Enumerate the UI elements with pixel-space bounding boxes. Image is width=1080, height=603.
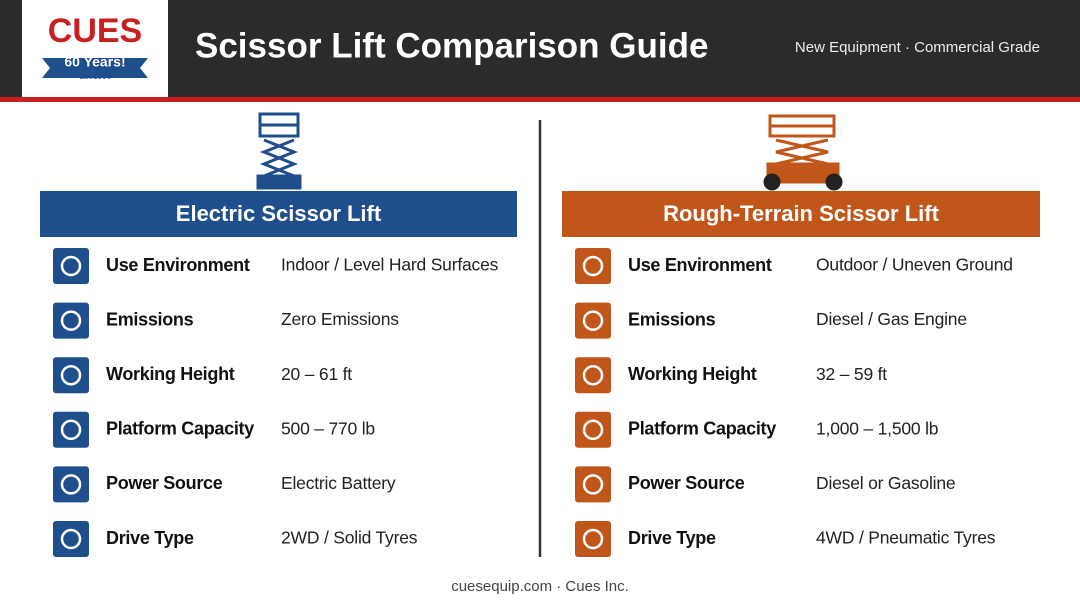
row-label: Drive Type	[628, 528, 716, 548]
row-value: Indoor / Level Hard Surfaces	[281, 255, 499, 275]
footer: cuesequip.com · Cues Inc.	[451, 578, 629, 595]
page-title: Scissor Lift Comparison Guide	[195, 26, 708, 65]
row-value: Diesel or Gasoline	[816, 473, 955, 493]
tagline: New Equipment · Commercial Grade	[795, 39, 1040, 56]
row-icon-glyph	[582, 364, 604, 386]
row-label: Emissions	[628, 309, 716, 329]
row-icon	[53, 466, 89, 503]
row-icon	[575, 248, 611, 284]
row-icon-glyph	[60, 255, 82, 277]
electric-lift-illustration	[256, 112, 302, 190]
row-icon	[53, 248, 89, 284]
column-header-bar	[40, 191, 517, 237]
row-value: Diesel / Gas Engine	[816, 309, 967, 329]
row-label: Use Environment	[628, 255, 772, 275]
rough-terrain-lift-illustration	[763, 114, 843, 191]
row-value: Zero Emissions	[281, 309, 399, 329]
row-label: Working Height	[106, 364, 235, 384]
row-icon	[575, 521, 611, 557]
row-icon-glyph	[60, 474, 82, 495]
row-label: Working Height	[628, 364, 757, 384]
row-value: Electric Battery	[281, 473, 396, 493]
column-title: Rough-Terrain Scissor Lift	[663, 201, 940, 226]
row-icon	[53, 302, 89, 339]
row-value: 500 – 770 lb	[281, 418, 375, 438]
column-title: Electric Scissor Lift	[176, 201, 382, 226]
logo-box	[22, 0, 168, 97]
row-value: 4WD / Pneumatic Tyres	[816, 528, 996, 548]
row-value: 2WD / Solid Tyres	[281, 528, 418, 548]
row-icon	[53, 411, 89, 448]
row-label: Platform Capacity	[628, 419, 776, 439]
row-icon	[53, 357, 89, 394]
row-icon-glyph	[582, 255, 604, 277]
row-icon	[575, 411, 611, 448]
row-icon-glyph	[582, 310, 604, 331]
row-icon-glyph	[582, 474, 604, 495]
row-value: 20 – 61 ft	[281, 364, 352, 384]
logo-brand: CUES	[48, 12, 142, 50]
row-value: 1,000 – 1,500 lb	[816, 418, 938, 438]
logo-badge: 60 Years!	[64, 54, 125, 70]
row-icon-glyph	[60, 364, 82, 386]
column-header-bar	[562, 191, 1040, 237]
row-value: 32 – 59 ft	[816, 364, 887, 384]
row-icon-glyph	[582, 419, 604, 441]
row-label: Power Source	[628, 473, 745, 493]
row-label: Power Source	[106, 473, 223, 493]
row-label: Use Environment	[106, 255, 250, 275]
row-icon-glyph	[60, 419, 82, 441]
header-bar	[0, 0, 1080, 97]
header-rule	[0, 97, 1080, 102]
logo-est: Est.1966	[79, 72, 111, 81]
row-label: Emissions	[106, 309, 194, 329]
logo-ribbon	[42, 58, 148, 78]
row-icon	[53, 521, 89, 557]
row-icon	[575, 302, 611, 339]
row-icon-glyph	[60, 310, 82, 331]
row-label: Drive Type	[106, 528, 194, 548]
row-icon-glyph	[60, 528, 82, 550]
row-label: Platform Capacity	[106, 419, 254, 439]
row-icon	[575, 466, 611, 503]
row-value: Outdoor / Uneven Ground	[816, 255, 1013, 275]
row-icon-glyph	[582, 528, 604, 550]
row-icon	[575, 357, 611, 394]
